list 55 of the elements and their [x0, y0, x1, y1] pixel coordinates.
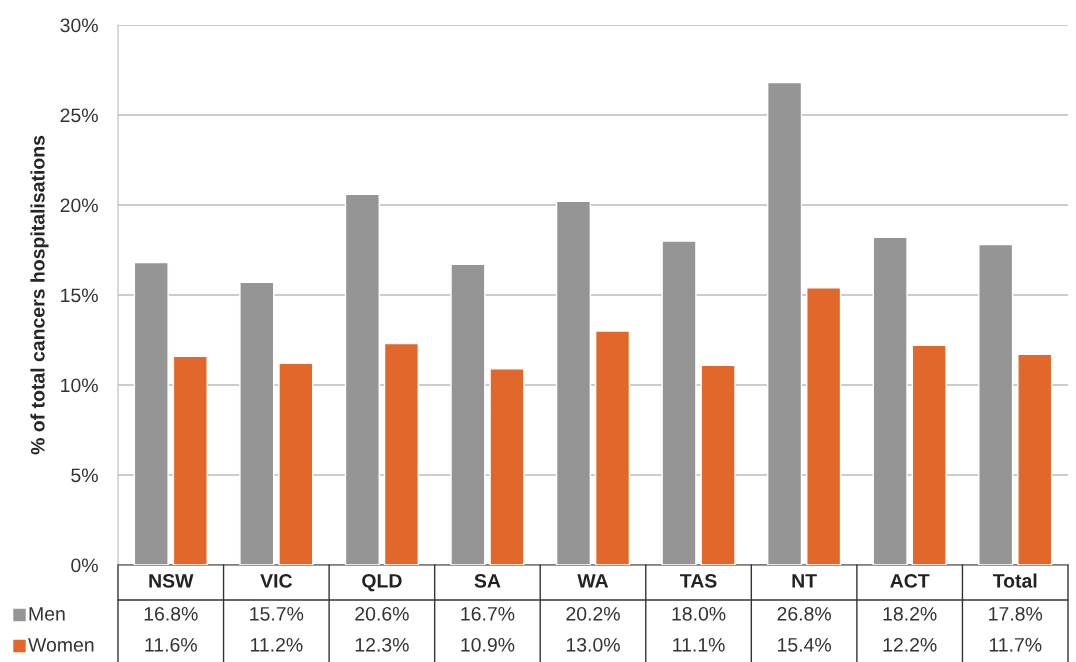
data-label: 18.0% [672, 606, 726, 621]
data-label: 20.2% [566, 606, 620, 621]
data-label: 16.8% [144, 606, 198, 621]
bar [872, 236, 908, 565]
y-tick-label: 25% [60, 108, 98, 123]
x-tick-label: TAS [680, 573, 717, 588]
data-label: 12.3% [355, 637, 409, 652]
data-label: 16.7% [461, 606, 515, 621]
bar [172, 355, 208, 565]
y-axis-title: % of total cancers hospitalisations [30, 135, 49, 455]
x-tick-label: NSW [149, 573, 194, 588]
bar [661, 240, 697, 565]
data-label: 26.8% [777, 606, 831, 621]
bar [450, 263, 486, 565]
data-label: 11.6% [145, 637, 197, 652]
bar [911, 344, 947, 565]
data-label: 10.9% [461, 637, 515, 652]
bar [700, 364, 736, 565]
bar [383, 342, 420, 565]
x-tick-label: VIC [260, 573, 293, 588]
bar [1017, 353, 1053, 565]
data-label: 20.6% [355, 606, 409, 621]
x-tick-label: NT [792, 574, 817, 588]
data-label: 17.8% [989, 606, 1043, 621]
x-tick-label: SA [474, 573, 501, 588]
data-label: 15.7% [250, 607, 304, 621]
data-label: 11.2% [250, 637, 303, 652]
data-label: 12.2% [883, 637, 937, 652]
data-label: 11.1% [673, 638, 725, 652]
x-tick-label: ACT [890, 573, 930, 588]
y-tick-label: 10% [61, 378, 98, 393]
bar [278, 362, 314, 565]
x-tick-label: Total [992, 573, 1037, 588]
bar [555, 200, 592, 565]
data-label: 18.2% [883, 606, 937, 621]
y-tick-label: 15% [61, 288, 98, 303]
data-label: 13.0% [566, 637, 620, 652]
bar [594, 330, 631, 565]
y-tick-label: 20% [60, 198, 98, 213]
y-tick-label: 0% [71, 558, 98, 573]
bar [133, 261, 169, 565]
bar [239, 281, 275, 565]
data-label: 11.7% [989, 638, 1042, 652]
legend-label: Men [29, 607, 65, 621]
bar [978, 243, 1014, 565]
x-tick-label: WA [577, 574, 609, 588]
data-label: 15.4% [778, 638, 831, 652]
bar [766, 81, 803, 565]
bar [344, 193, 380, 565]
bar [489, 368, 525, 565]
y-tick-label: 30% [60, 18, 98, 33]
y-tick-label: 5% [71, 468, 98, 483]
x-tick-label: QLD [362, 573, 402, 592]
legend-label: Women [28, 638, 94, 652]
bar [806, 287, 842, 565]
